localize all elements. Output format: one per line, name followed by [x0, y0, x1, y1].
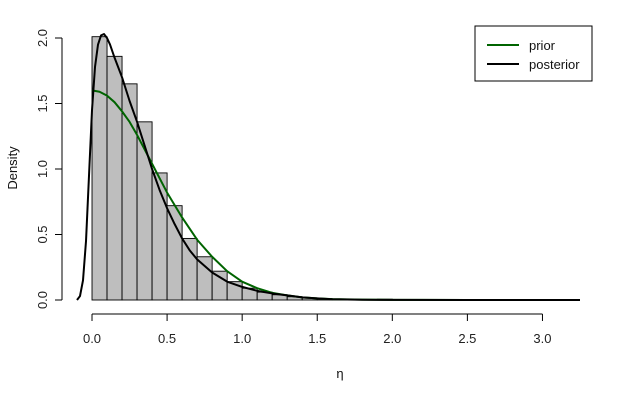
axes: 0.0 0.5 1.0 1.5 2.0 2.5 3.0 0.00.51.01.52.0 η … — [5, 29, 552, 381]
x-tick-label: 1.0 — [233, 331, 251, 346]
y-tick-label: 1.5 — [35, 94, 50, 112]
posterior-density-line — [76, 33, 580, 301]
density-lines — [76, 33, 580, 301]
x-tick-label: 3.0 — [533, 331, 551, 346]
legend-label-posterior: posterior — [529, 57, 580, 72]
y-tick-label: 0.0 — [35, 291, 50, 309]
legend: prior posterior — [474, 25, 593, 82]
y-axis-ticks: 0.0 0.5 1.0 1.5 2.0 — [35, 29, 62, 309]
y-tick-label: 2.0 — [35, 29, 50, 47]
y-tick-label: 1.0 — [35, 160, 50, 178]
x-tick-label: 0.5 — [158, 331, 176, 346]
y-axis-title: Density — [5, 146, 20, 190]
x-tick-label: 1.5 — [308, 331, 326, 346]
legend-box — [474, 25, 593, 82]
histogram-bar — [181, 237, 198, 301]
x-tick-label: 0.0 — [83, 331, 101, 346]
histogram-bar — [106, 55, 123, 301]
x-tick-label: 2.5 — [458, 331, 476, 346]
x-tick-label: 2.0 — [383, 331, 401, 346]
x-axis-title: η — [336, 366, 343, 381]
histogram-bar — [211, 270, 228, 301]
histogram-bar — [196, 256, 213, 301]
legend-label-prior: prior — [529, 38, 556, 53]
y-tick-label: 0.5 — [35, 225, 50, 243]
x-axis-ticks: 0.0 0.5 1.0 1.5 2.0 2.5 3.0 — [83, 314, 552, 346]
histogram-bars — [91, 36, 393, 301]
histogram-bar — [166, 205, 183, 301]
